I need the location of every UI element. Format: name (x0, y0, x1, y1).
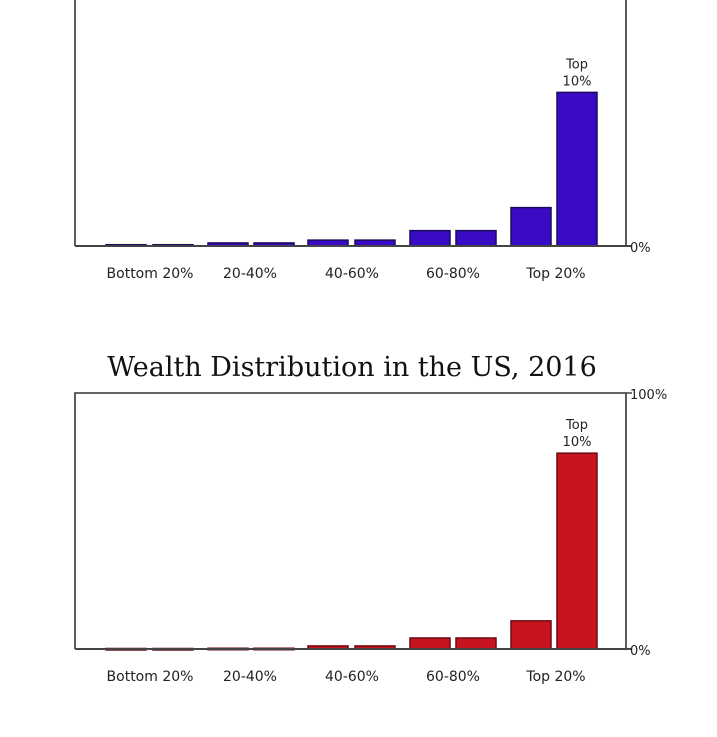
bar-decile-8 (455, 637, 497, 650)
y-tick-label-100: 100% (630, 388, 667, 403)
bar-decile-10 (556, 91, 598, 247)
x-category-label: Bottom 20% (107, 266, 194, 282)
x-category-label: 20-40% (223, 669, 277, 685)
chart-title: Wealth Distribution in the US, 2016 (107, 352, 597, 383)
x-category-label: 40-60% (325, 669, 379, 685)
chart-2: Wealth Distribution in the US, 2016 0% 100… (74, 352, 667, 685)
x-category-label: 40-60% (325, 266, 379, 282)
annotation-top-10-line2: 10% (563, 435, 592, 450)
x-category-label: Bottom 20% (107, 669, 194, 685)
x-category-label: Top 20% (525, 669, 585, 685)
plot-frame (74, 392, 627, 649)
bar-decile-8 (455, 229, 497, 247)
annotation-top-10-line1: Top (565, 57, 588, 72)
annotation-top-10-line2: 10% (563, 74, 592, 89)
bar-decile-9 (510, 620, 552, 650)
x-category-label: 20-40% (223, 266, 277, 282)
x-category-label: 60-80% (426, 266, 480, 282)
x-category-label: Top 20% (525, 266, 585, 282)
chart-1: 0%100%Bottom 20%20-40%40-60%60-80%Top 20… (74, 0, 651, 282)
x-category-label: 60-80% (426, 669, 480, 685)
plot-frame (74, 0, 627, 246)
bar-decile-7 (409, 229, 451, 247)
bar-decile-10 (556, 452, 598, 650)
annotation-top-10-line1: Top (565, 418, 588, 433)
y-tick-label-0: 0% (630, 644, 651, 659)
bar-decile-7 (409, 637, 451, 650)
bar-decile-9 (510, 206, 552, 247)
y-tick-label-0: 0% (630, 241, 651, 256)
